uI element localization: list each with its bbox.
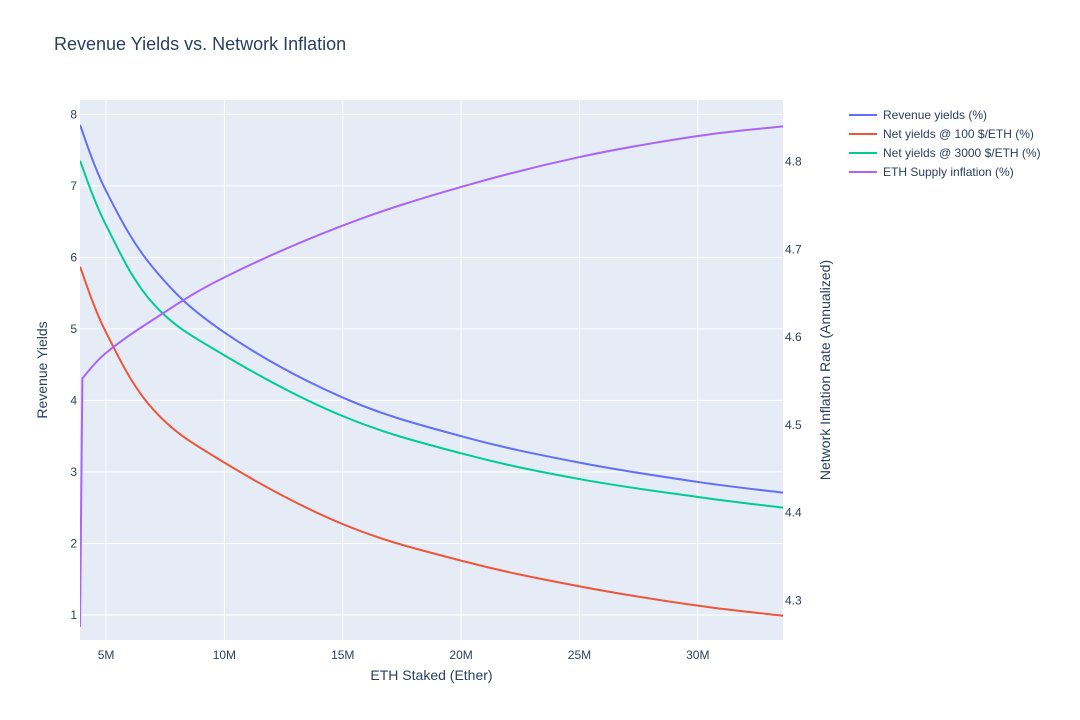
x-tick-label: 25M	[568, 648, 591, 662]
y-axis-ticks: 1 2 3 4 5 6 7 8	[70, 107, 77, 622]
y2-tick-label: 4.7	[785, 242, 802, 256]
x-tick-label: 5M	[98, 648, 115, 662]
y-tick-label: 8	[70, 107, 77, 121]
series-line	[80, 160, 783, 509]
legend-item[interactable]: Net yields @ 3000 $/ETH (%)	[883, 146, 1041, 160]
gridlines	[80, 100, 783, 640]
y-tick-label: 5	[70, 322, 77, 336]
y2-tick-label: 4.8	[785, 154, 802, 168]
y2-tick-label: 4.5	[785, 418, 802, 432]
plot-area	[80, 100, 783, 640]
series-lines	[80, 124, 783, 627]
y2-tick-label: 4.3	[785, 593, 802, 607]
x-tick-label: 15M	[331, 648, 354, 662]
y-tick-label: 6	[70, 250, 77, 264]
y-tick-label: 7	[70, 179, 77, 193]
y2-tick-label: 4.4	[785, 506, 802, 520]
series-line	[80, 266, 783, 617]
y-tick-label: 2	[70, 536, 77, 550]
y-tick-label: 3	[70, 465, 77, 479]
x-axis-title: ETH Staked (Ether)	[370, 667, 492, 683]
legend[interactable]: Revenue yields (%) Net yields @ 100 $/ETH…	[849, 108, 1041, 179]
x-tick-label: 10M	[213, 648, 236, 662]
y2-axis-title: Network Inflation Rate (Annualized)	[817, 260, 833, 480]
x-tick-label: 20M	[449, 648, 472, 662]
legend-item[interactable]: ETH Supply inflation (%)	[883, 165, 1014, 179]
legend-item[interactable]: Net yields @ 100 $/ETH (%)	[883, 127, 1034, 141]
chart-title: Revenue Yields vs. Network Inflation	[54, 34, 346, 54]
series-line	[80, 124, 783, 494]
y2-tick-label: 4.6	[785, 330, 802, 344]
y2-axis-ticks: 4.3 4.4 4.5 4.6 4.7 4.8	[785, 154, 802, 607]
x-axis-ticks: 5M 10M 15M 20M 25M 30M	[98, 648, 710, 662]
x-tick-label: 30M	[686, 648, 709, 662]
legend-item[interactable]: Revenue yields (%)	[883, 108, 987, 122]
y-axis-title: Revenue Yields	[34, 321, 50, 418]
y-tick-label: 1	[70, 608, 77, 622]
series-line	[80, 125, 783, 627]
y-tick-label: 4	[70, 393, 77, 407]
